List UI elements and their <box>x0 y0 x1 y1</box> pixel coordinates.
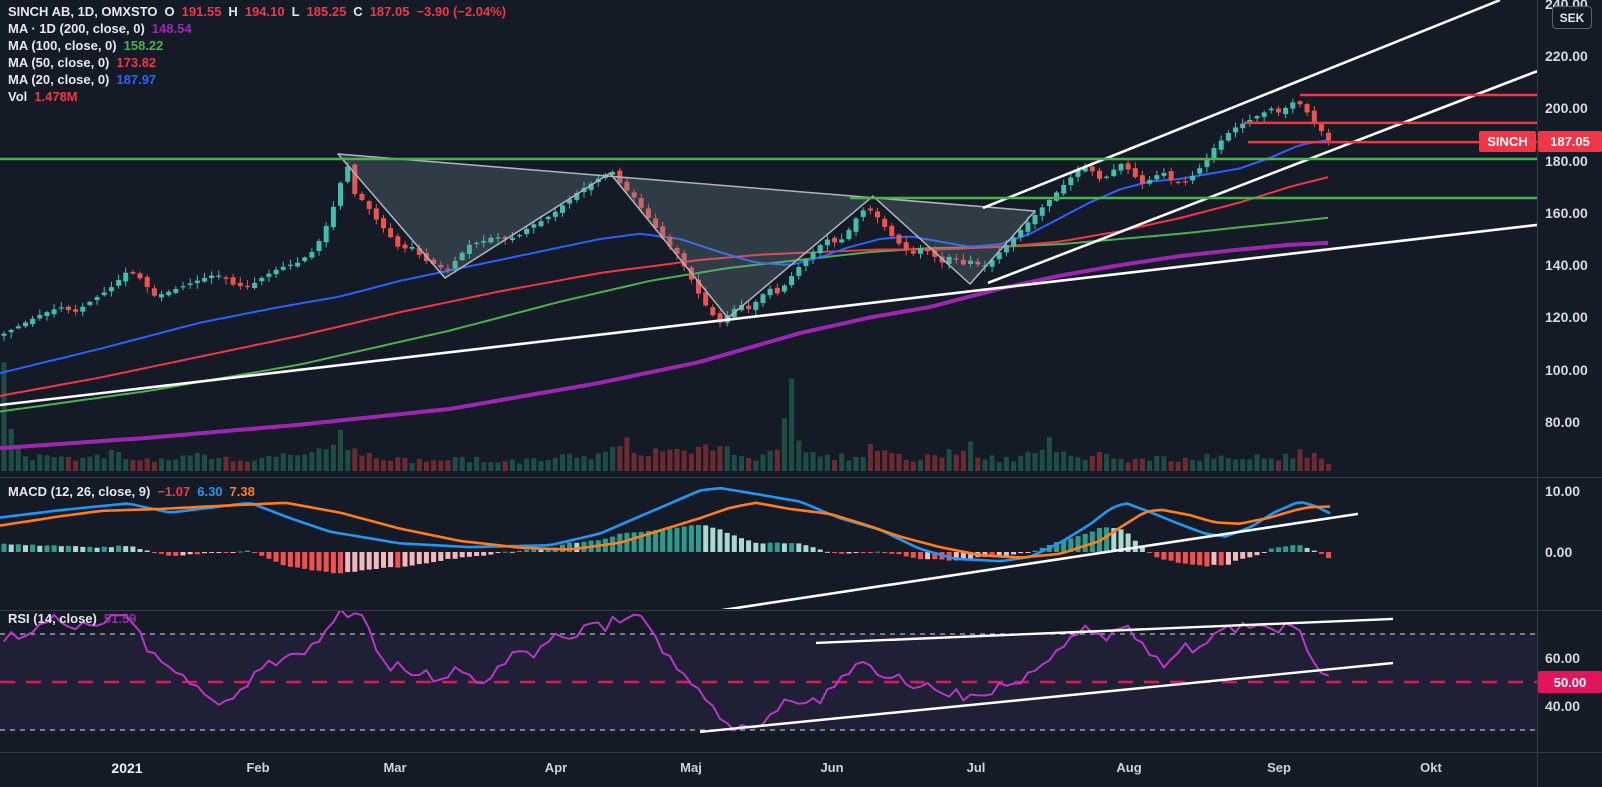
macd-tick-label: 10.00 <box>1545 482 1581 499</box>
rsi-value: 51.59 <box>103 611 137 626</box>
close-value: 187.05 <box>369 4 410 19</box>
macd-hist-value: −1.07 <box>157 484 191 499</box>
macd-signal-value: 7.38 <box>229 484 255 499</box>
symbol-title: SINCH AB, 1D, OMXSTO <box>8 4 158 19</box>
time-tick-label: 2021 <box>111 760 143 776</box>
time-tick-label: Aug <box>1116 760 1142 775</box>
time-tick-label: Maj <box>680 760 702 775</box>
rsi-mid-axis-badge: 50.00 <box>1538 671 1602 693</box>
price-tick-label: 220.00 <box>1545 48 1588 64</box>
ma200-legend[interactable]: MA · 1D (200, close, 0) 148.54 <box>8 21 192 36</box>
time-tick-label: Jun <box>820 760 844 775</box>
volume-legend[interactable]: Vol 1.478M <box>8 89 78 104</box>
currency-badge[interactable]: SEK <box>1552 6 1592 29</box>
rsi-label: RSI (14, close) <box>8 611 97 626</box>
high-label: H <box>228 4 238 19</box>
low-value: 185.25 <box>306 4 347 19</box>
ma50-value: 173.82 <box>116 55 157 70</box>
time-tick-label: Okt <box>1420 760 1442 775</box>
time-tick-label: Jul <box>966 760 986 775</box>
price-tick-label: 120.00 <box>1545 309 1588 326</box>
price-tick-label: 240.00 <box>1545 0 1588 12</box>
open-value: 191.55 <box>181 4 222 19</box>
time-tick-label: Apr <box>544 760 568 775</box>
symbol-price-flag: SINCH <box>1479 131 1536 152</box>
symbol-legend[interactable]: SINCH AB, 1D, OMXSTO O 191.55 H 194.10 L 18… <box>8 4 506 19</box>
price-tick-label: 160.00 <box>1545 204 1588 221</box>
currency-label: SEK <box>1559 10 1585 25</box>
ma50-label: MA (50, close, 0) <box>8 55 110 70</box>
ma50-legend[interactable]: MA (50, close, 0) 173.82 <box>8 55 156 70</box>
rsi-legend[interactable]: RSI (14, close) 51.59 <box>8 611 136 626</box>
price-tick-label: 180.00 <box>1545 152 1588 169</box>
ma100-label: MA (100, close, 0) <box>8 38 117 53</box>
last-price-axis-badge: 187.05 <box>1538 131 1602 152</box>
ma200-label: MA · 1D (200, close, 0) <box>8 21 145 36</box>
rsi-tick-label: 60.00 <box>1545 650 1581 666</box>
rsi-mid-text: 50.00 <box>1553 674 1587 690</box>
low-label: L <box>291 4 300 19</box>
rsi-tick-label: 40.00 <box>1545 698 1581 714</box>
macd-tick-label: 0.00 <box>1545 544 1573 560</box>
price-tick-label: 100.00 <box>1545 361 1588 378</box>
volume-label: Vol <box>8 89 28 104</box>
close-label: C <box>353 4 363 19</box>
open-label: O <box>164 4 175 19</box>
high-value: 194.10 <box>244 4 285 19</box>
price-tick-label: 200.00 <box>1545 100 1588 117</box>
volume-value: 1.478M <box>34 89 78 104</box>
time-tick-label: Mar <box>383 760 407 775</box>
ma100-legend[interactable]: MA (100, close, 0) 158.22 <box>8 38 163 53</box>
ma20-label: MA (20, close, 0) <box>8 72 110 87</box>
ma100-value: 158.22 <box>123 38 164 53</box>
price-tick-label: 140.00 <box>1545 257 1588 274</box>
macd-legend[interactable]: MACD (12, 26, close, 9) −1.07 6.30 7.38 <box>8 484 255 499</box>
ma200-value: 148.54 <box>151 21 192 36</box>
macd-line-value: 6.30 <box>197 484 223 499</box>
change-value: −3.90 (−2.04%) <box>416 4 507 19</box>
ma20-legend[interactable]: MA (20, close, 0) 187.97 <box>8 72 156 87</box>
symbol-flag-text: SINCH <box>1487 134 1528 149</box>
price-tick-label: 80.00 <box>1545 414 1581 430</box>
last-price-text: 187.05 <box>1550 134 1590 149</box>
time-tick-label: Feb <box>246 760 270 775</box>
macd-label: MACD (12, 26, close, 9) <box>8 484 151 499</box>
time-tick-label: Sep <box>1267 760 1291 775</box>
ma20-value: 187.97 <box>116 72 157 87</box>
